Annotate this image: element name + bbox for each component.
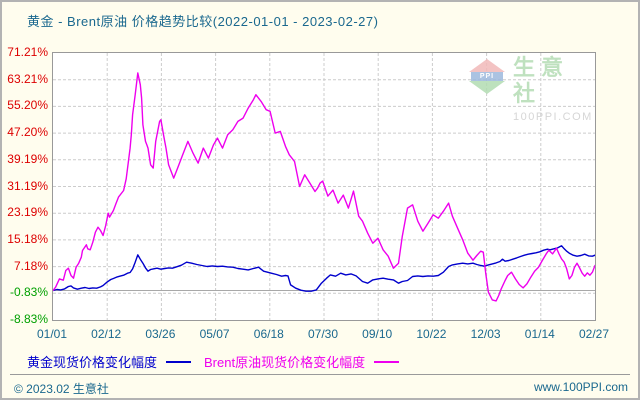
y-axis-label: 63.21%: [7, 71, 48, 86]
y-axis-label: -0.83%: [9, 285, 48, 300]
x-axis-label: 12/03: [470, 327, 501, 341]
y-axis-label: 71.21%: [7, 45, 48, 59]
x-axis-label: 01/14: [524, 327, 555, 341]
y-axis-label: -8.83%: [9, 312, 48, 326]
legend-brent-label: Brent原油现货价格变化幅度: [204, 355, 366, 370]
legend: 黄金现货价格变化幅度 Brent原油现货价格变化幅度: [27, 352, 412, 371]
y-axis-label: 15.18%: [7, 231, 48, 246]
y-axis-label: 7.18%: [13, 258, 48, 273]
plot-canvas: [53, 53, 595, 320]
y-axis-label: 47.20%: [7, 125, 48, 140]
x-axis-label: 01/01: [36, 327, 68, 341]
y-axis-label: 39.19%: [7, 151, 48, 166]
x-axis-label: 09/10: [362, 327, 393, 341]
legend-gold-label: 黄金现货价格变化幅度: [27, 355, 158, 370]
x-axis-label: 05/07: [199, 327, 230, 341]
legend-brent-line-sample: [374, 360, 400, 363]
x-axis-label: 07/30: [307, 327, 339, 341]
x-axis-label: 03/26: [145, 327, 176, 341]
legend-gold-line-sample: [166, 360, 192, 363]
footer-divider: [10, 374, 630, 375]
x-axis-label: 06/18: [253, 327, 284, 341]
y-axis-label: 31.19%: [7, 178, 48, 193]
chart-title: 黄金 - Brent原油 价格趋势比较(2022-01-01 - 2023-02…: [27, 14, 379, 29]
x-axis-label: 10/22: [416, 327, 447, 341]
y-axis-label: 55.20%: [7, 98, 48, 113]
footer: © 2023.02 生意社 www.100PPI.com: [14, 380, 628, 397]
x-axis-label: 02/12: [91, 327, 122, 341]
website-link[interactable]: www.100PPI.com: [533, 380, 628, 394]
x-axis-label: 02/27: [578, 327, 610, 341]
plot-area: PPI 生意社 100PPI.COM: [52, 52, 596, 321]
y-axis-label: 23.19%: [7, 205, 48, 220]
brent-series-line: [53, 72, 595, 302]
gold-series-line: [53, 245, 595, 292]
copyright-text: © 2023.02 生意社: [14, 382, 109, 396]
